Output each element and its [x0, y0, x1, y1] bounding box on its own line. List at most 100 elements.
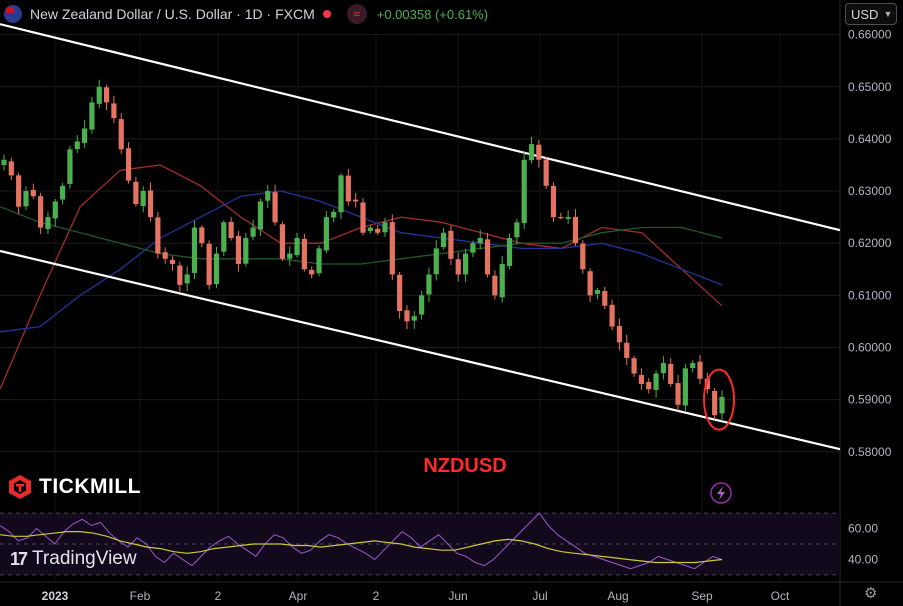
candle-body [111, 103, 117, 119]
candle-body [345, 175, 351, 202]
candle-body [353, 199, 359, 202]
price-tick-label: 0.66000 [848, 28, 892, 42]
candle-body [484, 239, 491, 275]
candle-body [536, 144, 542, 160]
candle-body [558, 217, 564, 219]
market-status-dot [322, 10, 331, 18]
candle-body [206, 243, 212, 285]
candle-body [45, 217, 51, 229]
candle-body [140, 191, 146, 206]
candle-body [550, 185, 557, 218]
candle-body [719, 397, 725, 414]
candle-body [184, 274, 190, 284]
candle-body [23, 191, 29, 207]
candle-body [30, 189, 36, 197]
settings-icon[interactable]: ⚙ [864, 585, 878, 602]
candle-body [162, 252, 168, 259]
candle-body [448, 230, 454, 259]
candle-body [499, 264, 505, 298]
candle-body [155, 217, 161, 254]
candle-body [419, 295, 425, 315]
candle-body [118, 119, 124, 150]
candle-body [521, 159, 527, 224]
candle-body [712, 390, 718, 416]
price-tick-label: 0.64000 [848, 132, 892, 146]
candle-body [543, 159, 549, 186]
price-tick-label: 0.62000 [848, 236, 892, 250]
candle-body [609, 304, 615, 327]
candle-body [455, 259, 461, 275]
highlight-ellipse [703, 368, 735, 431]
candle-body [660, 363, 666, 374]
candle-body [74, 141, 80, 150]
chart-header: New Zealand Dollar / U.S. Dollar · 1D · … [0, 4, 488, 24]
time-tick-label: Jul [532, 589, 547, 603]
tradingview-logo-text: TradingView [32, 548, 137, 569]
candle-body [404, 310, 410, 322]
indicator-icon[interactable]: ≈ [346, 4, 367, 24]
trend-channel-lower[interactable] [0, 249, 841, 451]
tickmill-logo-icon [9, 475, 31, 499]
candle-body [668, 364, 674, 384]
candle-body [133, 181, 139, 205]
candle-body [462, 253, 469, 275]
candle-body [316, 248, 322, 274]
candle-body [506, 237, 513, 266]
rsi-tick-label: 40.00 [848, 552, 878, 566]
candle-body [697, 361, 703, 379]
time-tick-label: Feb [130, 589, 151, 603]
candle-body [580, 243, 586, 270]
currency-selector[interactable]: USD ▼ [845, 3, 897, 25]
candle-body [301, 238, 307, 270]
time-tick-label: Apr [289, 589, 308, 603]
candle-body [646, 382, 652, 390]
candle-body [287, 253, 293, 259]
rsi-line [0, 512, 723, 570]
time-tick-label: Sep [691, 589, 713, 603]
candle-body [38, 196, 44, 228]
candle-body [169, 259, 176, 265]
time-tick-label: 2 [215, 589, 222, 603]
candle-body [103, 87, 110, 103]
candle-body [565, 217, 571, 219]
time-tick-label: 2 [373, 589, 380, 603]
candle-body [228, 221, 234, 238]
candle-body [199, 227, 205, 244]
candle-body [433, 248, 439, 275]
symbol-title[interactable]: New Zealand Dollar / U.S. Dollar · 1D · … [30, 6, 315, 22]
candle-body [243, 237, 249, 264]
candle-body [653, 373, 659, 390]
candle-body [81, 128, 88, 143]
candle-body [690, 363, 696, 369]
candle-body [147, 190, 154, 218]
candle-body [331, 211, 337, 218]
time-tick-label: 2023 [42, 589, 69, 603]
price-tick-label: 0.58000 [848, 445, 892, 459]
candle-body [52, 201, 58, 219]
candle-body [309, 269, 315, 275]
tradingview-mark-icon: 17 [10, 548, 28, 569]
flag-icon [4, 5, 22, 23]
candle-body [514, 222, 520, 238]
candle-body [397, 274, 403, 311]
candle-body [602, 291, 608, 306]
candle-body [272, 192, 278, 223]
tradingview-logo: 17 TradingView [10, 548, 137, 570]
candle-body [235, 235, 242, 265]
candle-body [572, 216, 579, 244]
candle-body [411, 316, 417, 321]
candle-body [375, 228, 381, 233]
ma-line-green [0, 206, 723, 265]
candle-body [492, 275, 498, 296]
trend-channel-upper[interactable] [0, 23, 841, 232]
candle-body [279, 224, 286, 259]
lightning-icon[interactable] [710, 482, 732, 504]
candle-body [221, 222, 227, 252]
candle-body [616, 326, 623, 343]
candle-body [367, 227, 373, 232]
price-tick-label: 0.65000 [848, 80, 892, 94]
price-tick-label: 0.63000 [848, 184, 892, 198]
time-tick-label: Jun [448, 589, 467, 603]
candle-body [682, 368, 688, 406]
